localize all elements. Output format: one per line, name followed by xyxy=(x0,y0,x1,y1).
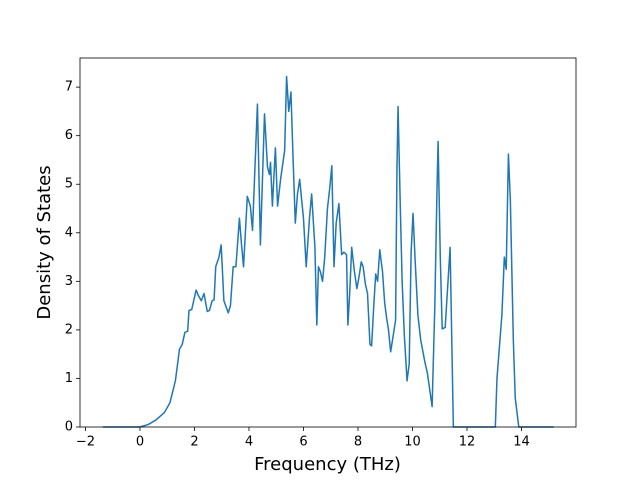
x-tick-label: 4 xyxy=(245,435,253,450)
y-tick-label: 4 xyxy=(65,225,73,240)
y-tick-label: 3 xyxy=(65,274,73,289)
x-tick-label: 2 xyxy=(190,435,198,450)
plot-frame xyxy=(79,57,577,428)
y-tick-label: 6 xyxy=(65,128,73,143)
x-tick-label: −2 xyxy=(76,435,95,450)
y-axis-label: Density of States xyxy=(34,165,55,319)
y-tick-label: 0 xyxy=(65,420,73,435)
x-tick-label: 14 xyxy=(513,435,530,450)
x-tick-label: 12 xyxy=(459,435,476,450)
x-tick-label: 0 xyxy=(136,435,144,450)
x-tick-label: 10 xyxy=(404,435,421,450)
x-axis-label: Frequency (THz) xyxy=(254,454,401,475)
x-tick-label: 6 xyxy=(299,435,307,450)
x-tick-label: 8 xyxy=(354,435,362,450)
y-tick-label: 5 xyxy=(65,177,73,192)
y-tick-label: 1 xyxy=(65,371,73,386)
y-tick-label: 7 xyxy=(65,80,73,95)
line xyxy=(102,75,554,428)
y-tick-label: 2 xyxy=(65,322,73,337)
